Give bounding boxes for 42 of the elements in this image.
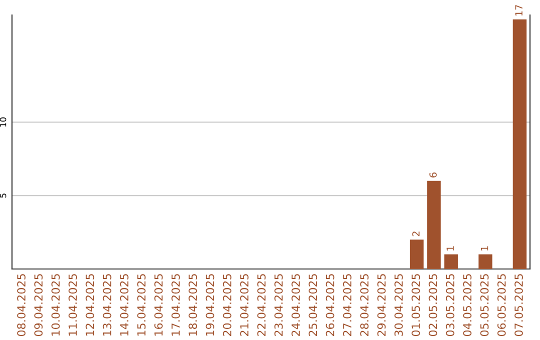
x-tick-label: 22.04.2025 [257, 274, 266, 336]
x-tick-label: 21.04.2025 [240, 274, 248, 336]
data-label: 2 [412, 232, 420, 236]
x-tick-label: 30.04.2025 [394, 274, 403, 336]
x-tick-label: 06.05.2025 [497, 274, 506, 336]
x-tick-label: 18.04.2025 [188, 274, 198, 336]
x-tick-label: 11.04.2025 [68, 274, 77, 336]
x-tick-label: 15.04.2025 [137, 274, 146, 336]
x-tick-label: 08.04.2025 [17, 274, 26, 336]
bar [427, 180, 441, 269]
bar [444, 254, 458, 269]
x-tick-label: 13.04.2025 [102, 274, 112, 336]
x-tick-label: 25.04.2025 [308, 274, 318, 336]
y-tick-label: 5 [0, 194, 6, 198]
data-label: 1 [446, 246, 454, 250]
data-label: 1 [481, 246, 488, 250]
x-tick-label: 14.04.2025 [120, 274, 128, 336]
bar [410, 240, 424, 269]
bar [512, 19, 527, 269]
x-tick-label: 10.04.2025 [51, 274, 60, 336]
x-tick-label: 05.05.2025 [480, 274, 489, 336]
x-tick-label: 07.05.2025 [514, 274, 523, 336]
x-tick-label: 19.04.2025 [206, 274, 214, 336]
x-tick-label: 23.04.2025 [274, 274, 283, 336]
x-tick-label: 16.04.2025 [154, 274, 163, 336]
bar [478, 254, 492, 269]
x-tick-label: 01.05.2025 [412, 274, 420, 336]
x-tick-label: 17.04.2025 [171, 274, 180, 336]
y-tick-label: 10 [0, 117, 6, 127]
x-tick-label: 20.04.2025 [222, 274, 232, 336]
x-tick-label: 29.04.2025 [377, 274, 386, 336]
data-label: 17 [515, 5, 522, 16]
x-tick-label: 04.05.2025 [463, 274, 472, 336]
x-tick-label: 24.04.2025 [292, 274, 300, 336]
x-tick-label: 03.05.2025 [446, 274, 454, 336]
x-tick-label: 12.04.2025 [86, 274, 94, 336]
x-tick-label: 28.04.2025 [360, 274, 369, 336]
data-label: 6 [429, 172, 437, 178]
x-tick-label: 26.04.2025 [326, 274, 334, 336]
x-tick-label: 27.04.2025 [343, 274, 352, 336]
x-tick-label: 02.05.2025 [428, 274, 438, 336]
x-tick-label: 09.04.2025 [34, 274, 43, 336]
